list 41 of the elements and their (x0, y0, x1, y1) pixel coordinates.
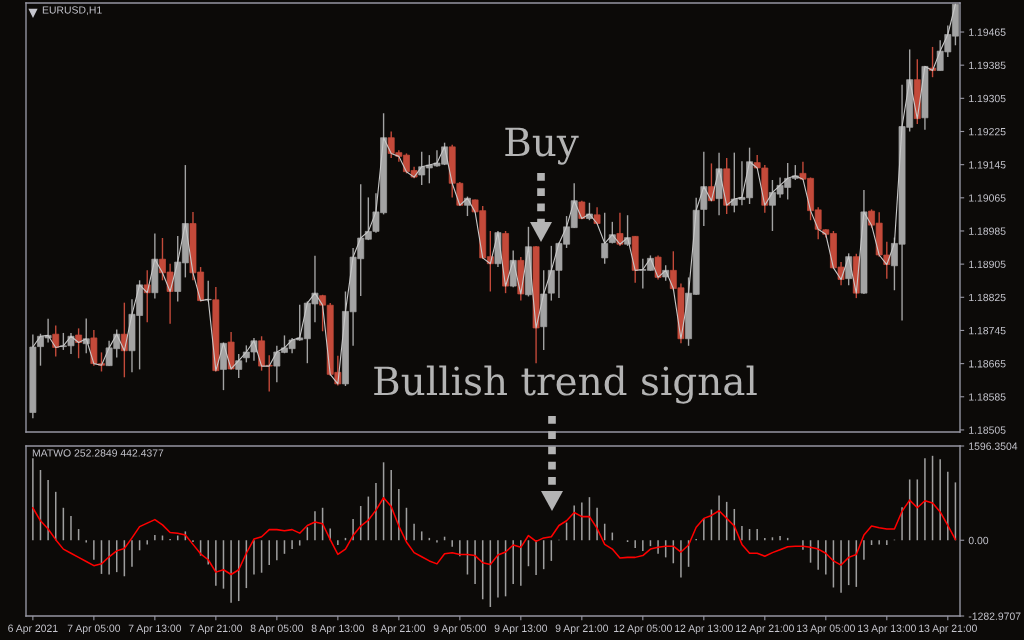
x-tick-label: 13 Apr 13:00 (858, 624, 916, 635)
y-tick-label: 1.18585 (969, 393, 1006, 401)
y-tick-label: 1.19385 (969, 61, 1006, 70)
candlestick (601, 212, 609, 265)
x-tick-label: 8 Apr 21:00 (372, 624, 426, 635)
x-tick-label: 8 Apr 13:00 (311, 624, 365, 635)
x-tick-label: 7 Apr 05:00 (67, 624, 121, 635)
y-tick-label: 1.19225 (969, 127, 1006, 136)
y-tick-label: 1.19145 (969, 161, 1006, 169)
x-tick-label: 7 Apr 21:00 (189, 624, 243, 635)
candlestick (616, 212, 624, 247)
x-tick-label: 6 Apr 2021 (8, 624, 58, 635)
x-tick-label: 9 Apr 21:00 (555, 624, 609, 635)
chart-title: MATWO 252.2849 442.4377 (32, 449, 164, 457)
line-series (32, 496, 957, 576)
x-tick-label: 8 Apr 05:00 (250, 624, 304, 635)
x-tick-label: 12 Apr 13:00 (675, 624, 733, 635)
x-tick-label: 13 Apr 05:00 (797, 624, 855, 635)
y-tick-label: 1596.3504 (969, 442, 1018, 450)
x-tick-label: 12 Apr 05:00 (614, 624, 672, 635)
y-tick-label: 1.18665 (969, 360, 1006, 368)
y-tick-label: 1.19065 (969, 194, 1006, 202)
chart-title: EURUSD,H1 (42, 6, 102, 15)
y-tick-label: 1.18745 (969, 326, 1006, 335)
y-tick-label: 1.19465 (969, 28, 1006, 36)
annotation: Bullish trend signal (374, 365, 757, 404)
candlestick (700, 151, 708, 227)
annotation: Buy (505, 127, 579, 165)
y-tick-label: -1282.9707 (968, 612, 1021, 620)
x-tick-label: 12 Apr 21:00 (736, 624, 794, 635)
y-tick-label: 1.18505 (969, 426, 1006, 434)
x-tick-label: 13 Apr 21:00 (919, 624, 977, 635)
y-tick-label: 1.18825 (969, 293, 1006, 302)
x-tick-label: 9 Apr 13:00 (494, 624, 548, 635)
x-tick-label: 9 Apr 05:00 (433, 624, 487, 635)
x-tick-label: 7 Apr 13:00 (128, 624, 182, 635)
y-tick-label: 1.19305 (969, 94, 1006, 103)
y-tick-label: 1.18985 (969, 227, 1006, 235)
candlestick (235, 353, 243, 379)
y-tick-label: 1.18905 (969, 260, 1006, 269)
y-tick-label: 0.00 (968, 536, 989, 545)
